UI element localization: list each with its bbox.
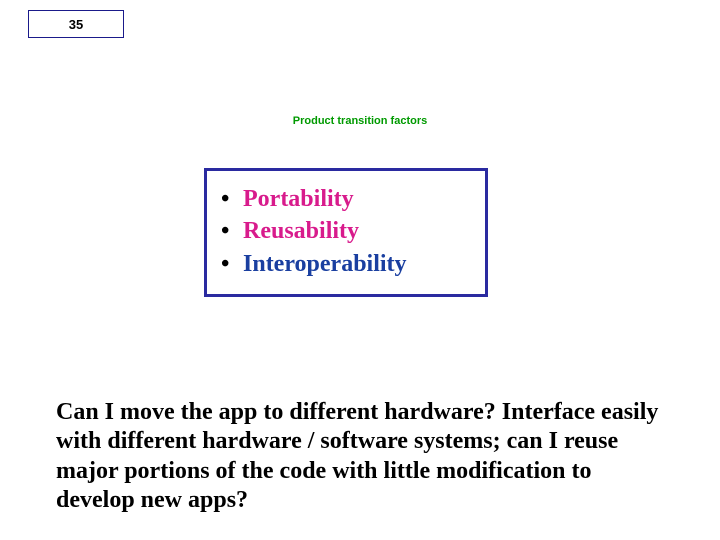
bullet-dot-icon: • (221, 215, 243, 247)
slide-number-box: 35 (28, 10, 124, 38)
bullet-item: • Portability (221, 183, 471, 215)
slide-number: 35 (69, 17, 83, 32)
bullet-item: • Reusability (221, 215, 471, 247)
bullet-text: Reusability (243, 215, 359, 247)
subtitle: Product transition factors (0, 115, 720, 127)
bullet-item: • Interoperability (221, 248, 471, 280)
body-paragraph: Can I move the app to different hardware… (56, 398, 666, 515)
bullet-dot-icon: • (221, 248, 243, 280)
slide: 35 Product transition factors • Portabil… (0, 0, 720, 540)
bullet-dot-icon: • (221, 183, 243, 215)
bullet-text: Portability (243, 183, 354, 215)
bullet-text: Interoperability (243, 248, 407, 280)
bullet-box: • Portability • Reusability • Interopera… (204, 168, 488, 297)
